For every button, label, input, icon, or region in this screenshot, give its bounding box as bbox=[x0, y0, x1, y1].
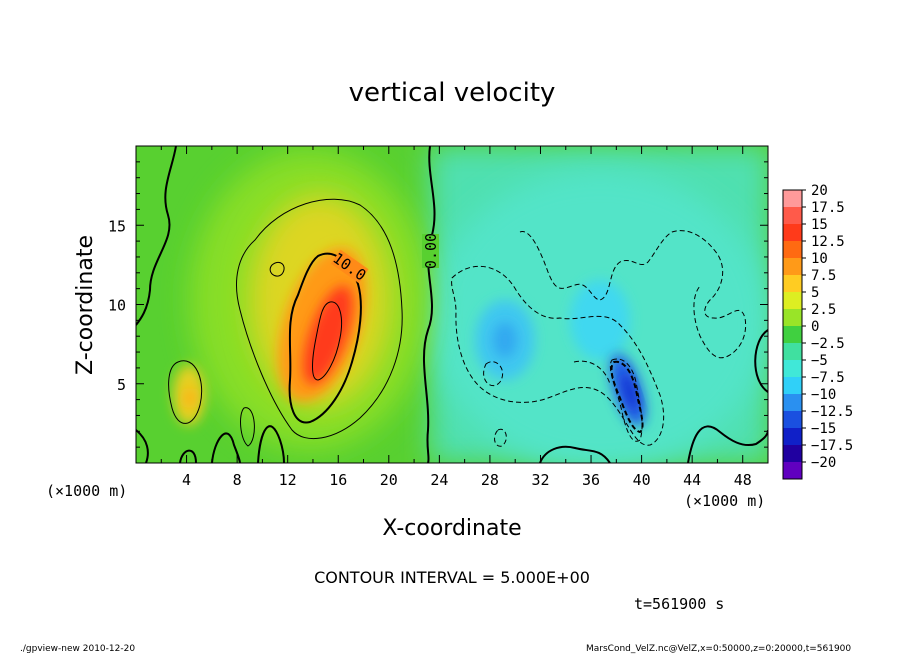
y-tick-label: 15 bbox=[108, 217, 126, 235]
colorbar-label: 12.5 bbox=[811, 234, 845, 250]
colorbar-swatch bbox=[783, 224, 802, 241]
x-axis: 4 8 12 16 20 24 28 32 36 40 44 48 bbox=[160, 146, 769, 489]
colorbar-swatch bbox=[783, 258, 802, 275]
colorbar-swatch bbox=[783, 394, 802, 411]
colorbar-label: 10 bbox=[811, 251, 828, 267]
x-tick-label: 32 bbox=[531, 471, 549, 489]
x-tick-label: 20 bbox=[380, 471, 398, 489]
x-tick-label: 12 bbox=[279, 471, 297, 489]
colorbar-swatch bbox=[783, 275, 802, 292]
colorbar-label: 5 bbox=[811, 285, 819, 301]
colorbar-swatch bbox=[783, 360, 802, 377]
x-tick-label: 28 bbox=[481, 471, 499, 489]
x-tick-label: 36 bbox=[582, 471, 600, 489]
heatmap-field bbox=[136, 146, 768, 463]
time-label: t=561900 s bbox=[634, 595, 724, 613]
colorbar-frame bbox=[782, 189, 803, 480]
x-tick-label: 24 bbox=[430, 471, 448, 489]
footer-left: ./gpview-new 2010-12-20 bbox=[20, 644, 135, 654]
contour-lines bbox=[136, 146, 768, 463]
colorbar-label: 15 bbox=[811, 217, 828, 233]
x-tick-label: 16 bbox=[329, 471, 347, 489]
colorbar-label: 2.5 bbox=[811, 302, 836, 318]
colorbar-label: −2.5 bbox=[811, 336, 845, 352]
colorbar-swatch bbox=[783, 190, 802, 207]
colorbar-label: −17.5 bbox=[811, 438, 853, 454]
x-tick-label: 4 bbox=[182, 471, 191, 489]
colorbar-label: −20 bbox=[811, 455, 836, 471]
colorbar-swatch bbox=[783, 207, 802, 224]
x-tick-label: 44 bbox=[683, 471, 701, 489]
contour-interval-note: CONTOUR INTERVAL = 5.000E+00 bbox=[314, 568, 590, 587]
x-unit-right: (×1000 m) bbox=[684, 492, 765, 510]
y-axis: 5 10 15 bbox=[108, 161, 768, 448]
colorbar-label: 17.5 bbox=[811, 200, 845, 216]
chart-title: vertical velocity bbox=[349, 78, 556, 108]
colorbar-swatch bbox=[783, 309, 802, 326]
colorbar-swatch bbox=[783, 326, 802, 343]
colorbar-label: −7.5 bbox=[811, 370, 845, 386]
colorbar-swatch bbox=[783, 377, 802, 394]
y-tick-label: 5 bbox=[117, 376, 126, 394]
footer-right: MarsCond_VelZ.nc@VelZ,x=0:50000,z=0:2000… bbox=[586, 644, 851, 654]
colorbar-swatch bbox=[783, 292, 802, 309]
colorbar-swatch bbox=[783, 428, 802, 445]
x-tick-label: 48 bbox=[734, 471, 752, 489]
colorbar-label: 7.5 bbox=[811, 268, 836, 284]
x-tick-label: 40 bbox=[633, 471, 651, 489]
colorbar-label: −12.5 bbox=[811, 404, 853, 420]
colorbar: 2017.51512.5107.552.50−2.5−5−7.5−10−12.5… bbox=[782, 183, 853, 480]
contour-label-0: 0.00 bbox=[422, 233, 440, 269]
colorbar-label: 0 bbox=[811, 319, 819, 335]
y-tick-label: 10 bbox=[108, 297, 126, 315]
colorbar-swatch bbox=[783, 462, 802, 479]
x-axis-label: X-coordinate bbox=[382, 516, 521, 541]
colorbar-swatch bbox=[783, 241, 802, 258]
colorbar-swatch bbox=[783, 343, 802, 360]
y-axis-label: Z-coordinate bbox=[73, 235, 98, 375]
colorbar-label: −5 bbox=[811, 353, 828, 369]
colorbar-label: 20 bbox=[811, 183, 828, 199]
colorbar-swatch bbox=[783, 411, 802, 428]
x-unit-left: (×1000 m) bbox=[46, 482, 127, 500]
x-tick-label: 8 bbox=[233, 471, 242, 489]
colorbar-label: −15 bbox=[811, 421, 836, 437]
colorbar-label: −10 bbox=[811, 387, 836, 403]
colorbar-swatch bbox=[783, 445, 802, 462]
